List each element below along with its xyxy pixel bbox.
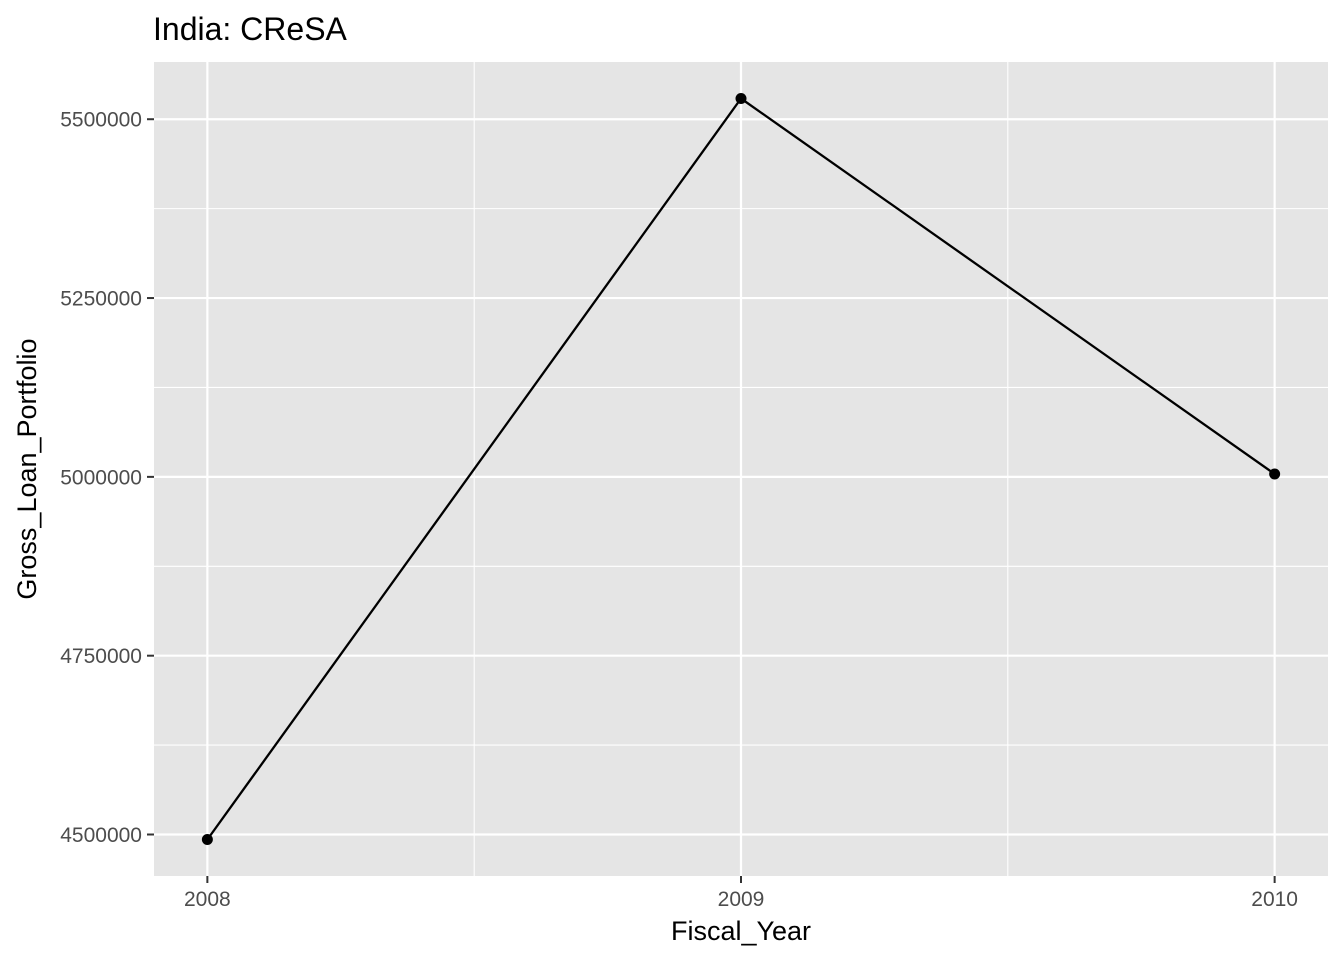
y-tick-label: 4500000 [60, 824, 142, 847]
series-layer [201, 92, 1281, 846]
axis-ticks [147, 118, 1276, 883]
data-point [201, 834, 213, 846]
x-axis-title: Fiscal_Year [671, 916, 811, 946]
data-point [1269, 468, 1281, 480]
x-axis-tick-labels: 2008 2009 2010 [184, 888, 1298, 911]
y-tick-label: 4750000 [60, 645, 142, 668]
y-axis-tick-labels: 4500000 4750000 5000000 5250000 5500000 [60, 109, 142, 847]
y-tick-label: 5500000 [60, 109, 142, 132]
x-tick-label: 2010 [1251, 888, 1298, 911]
y-tick-label: 5000000 [60, 466, 142, 489]
x-tick-label: 2009 [718, 888, 765, 911]
chart-title: India: CReSA [153, 11, 348, 47]
data-point [735, 92, 747, 104]
y-axis-title: Gross_Loan_Portfolio [12, 338, 42, 599]
x-tick-label: 2008 [184, 888, 231, 911]
y-tick-label: 5250000 [60, 288, 142, 311]
